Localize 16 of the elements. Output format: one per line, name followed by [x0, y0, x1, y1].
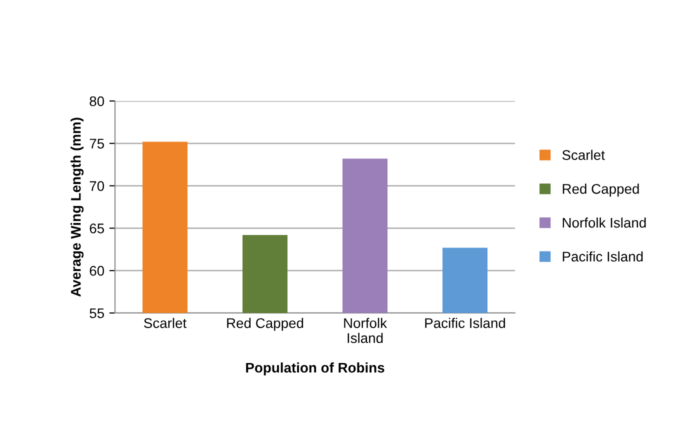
- x-tick-label: Norfolk Island: [344, 318, 388, 344]
- y-tick-label: 60: [90, 266, 104, 276]
- y-tick-label: 55: [90, 308, 104, 318]
- y-tick-label: 75: [90, 138, 104, 149]
- x-tick-label: Red Capped: [227, 318, 304, 331]
- legend-label: Scarlet: [562, 150, 605, 160]
- legend-label: Red Capped: [562, 184, 639, 197]
- x-axis-title: Population of Robins: [246, 362, 384, 376]
- x-tick-label: Pacific Island: [425, 318, 506, 328]
- y-tick-label: 65: [90, 224, 104, 234]
- y-tick-label: 70: [90, 181, 104, 191]
- y-tick-label: 80: [90, 96, 104, 106]
- legend-label: Pacific Island: [562, 251, 643, 262]
- x-tick-label: Scarlet: [144, 318, 187, 328]
- legend-label: Norfolk Island: [562, 217, 646, 228]
- y-axis-title: Average Wing Length (mm): [70, 118, 84, 297]
